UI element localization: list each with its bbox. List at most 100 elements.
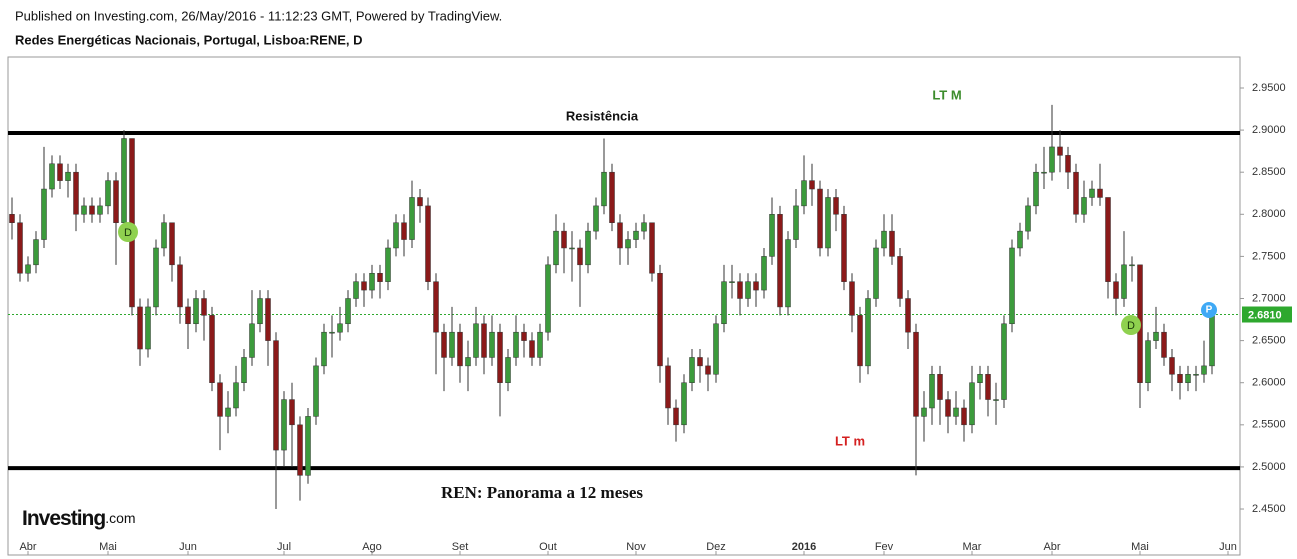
x-tick-label: Ago (362, 541, 382, 553)
candle-body (33, 239, 39, 266)
candle-body (521, 331, 527, 341)
candle-body (289, 399, 295, 426)
chart-caption: REN: Panorama a 12 meses (441, 483, 643, 502)
candle-body (857, 315, 863, 367)
candle-body (337, 323, 343, 333)
marker-label: D (124, 227, 132, 239)
candle-body (809, 180, 815, 190)
candle-body (745, 281, 751, 299)
marker-label: D (1127, 320, 1135, 332)
candle-body (297, 424, 303, 476)
candle-body (921, 407, 927, 417)
candle-body (433, 281, 439, 333)
candle-body (681, 382, 687, 426)
candle-body (601, 171, 607, 207)
candle-body (913, 331, 919, 417)
candle-body (9, 214, 15, 223)
candle-body (1129, 264, 1135, 267)
candle-body (449, 331, 455, 358)
candle-body (881, 230, 887, 249)
candle-body (465, 357, 471, 367)
candle-body (1089, 188, 1095, 198)
candle-body (97, 205, 103, 215)
candle-body (801, 180, 807, 207)
candle-body (1185, 374, 1191, 383)
y-tick-label: 2.8500 (1252, 166, 1286, 178)
candle-body (57, 163, 63, 181)
candle-body (977, 374, 983, 383)
trend-min-label: LT m (835, 433, 865, 448)
candle-body (281, 399, 287, 451)
candle-body (769, 214, 775, 257)
candle-body (457, 331, 463, 367)
candle-body (241, 357, 247, 383)
y-tick-label: 2.8000 (1252, 208, 1286, 220)
candle-body (753, 281, 759, 291)
candle-body (1025, 205, 1031, 232)
candle-body (721, 281, 727, 325)
candle-body (697, 357, 703, 367)
candle-body (545, 264, 551, 333)
x-tick-label: Abr (19, 541, 36, 553)
candle-body (313, 365, 319, 417)
candle-body (513, 331, 519, 358)
candle-body (1065, 155, 1071, 173)
candle-body (257, 298, 263, 325)
plot-area: 2.4500 2.5000 2.5500 2.6000 2.6500 2.7000 2.75… (8, 82, 1292, 555)
symbol-title: Redes Energéticas Nacionais, Portugal, L… (15, 32, 362, 47)
candle-body (825, 197, 831, 249)
candle-body (761, 256, 767, 291)
candle-body (201, 298, 207, 316)
candle-body (121, 138, 127, 223)
candle-body (193, 298, 199, 325)
candle-body (217, 382, 223, 417)
candle-body (1033, 171, 1039, 207)
candle-body (385, 247, 391, 282)
candle-body (617, 222, 623, 249)
y-tick-label: 2.6500 (1252, 335, 1286, 347)
candle-body (865, 298, 871, 367)
candle-body (377, 272, 383, 282)
candle-body (321, 331, 327, 367)
candle-body (473, 323, 479, 358)
x-tick-label: Dez (706, 541, 726, 553)
candle-body (777, 214, 783, 308)
candle-body (849, 281, 855, 316)
candle-body (153, 247, 159, 308)
logo: Investing.com (22, 507, 136, 530)
candle-body (529, 340, 535, 358)
x-tick-label: Jun (179, 541, 197, 553)
candle-body (953, 407, 959, 417)
x-tick-label: Mai (1131, 541, 1149, 553)
candle-body (1081, 197, 1087, 215)
logo-suffix: .com (105, 510, 135, 526)
candle-body (793, 205, 799, 240)
last-price-box (1242, 306, 1292, 323)
y-tick-label: 2.5000 (1252, 461, 1286, 473)
x-tick-label: Jun (1219, 541, 1237, 553)
candle-body (393, 222, 399, 249)
y-tick-label: 2.7000 (1252, 292, 1286, 304)
marker-dot (1201, 302, 1217, 318)
candle-body (65, 171, 71, 181)
candle-body (609, 171, 615, 223)
candle-body (689, 357, 695, 383)
candle-body (249, 323, 255, 358)
candle-body (169, 222, 175, 266)
candle-body (1057, 146, 1063, 156)
candle-body (497, 331, 503, 383)
y-tick-label: 2.9000 (1252, 124, 1286, 136)
candle-body (785, 239, 791, 308)
candle-body (897, 256, 903, 299)
candle-body (585, 230, 591, 266)
candle-body (73, 171, 79, 215)
x-tick-label: Set (452, 541, 469, 553)
candle-body (25, 264, 31, 274)
candle-body (657, 272, 663, 367)
candle-body (1177, 374, 1183, 383)
candle-body (137, 306, 143, 350)
candle-body (945, 399, 951, 417)
candle-body (1009, 247, 1015, 325)
marker-dot (118, 222, 138, 242)
